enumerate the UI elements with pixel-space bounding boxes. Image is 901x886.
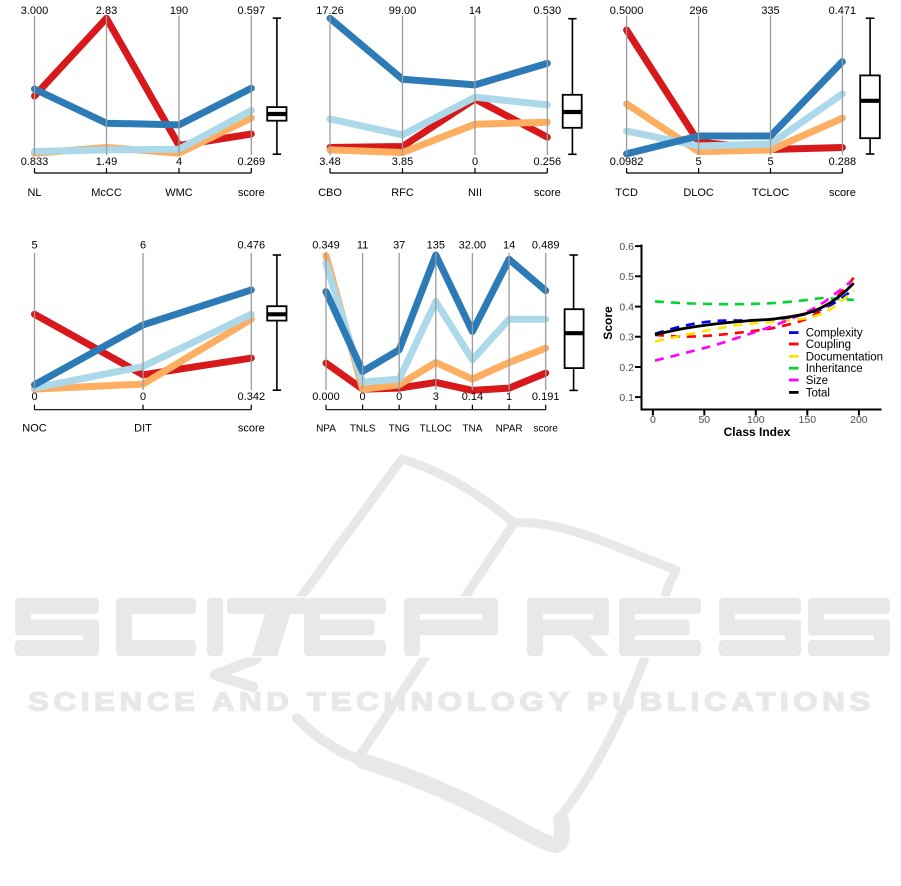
svg-text:0.342: 0.342 (238, 391, 266, 403)
svg-text:5: 5 (767, 156, 773, 168)
svg-text:0.14: 0.14 (462, 391, 483, 403)
svg-text:50: 50 (698, 414, 710, 426)
svg-text:0.288: 0.288 (829, 156, 857, 168)
svg-text:WMC: WMC (165, 187, 193, 199)
svg-text:0: 0 (650, 414, 656, 426)
svg-text:0: 0 (31, 391, 37, 403)
svg-text:TCD: TCD (615, 187, 638, 199)
svg-text:Complexity: Complexity (806, 328, 863, 340)
svg-text:Size: Size (806, 375, 828, 387)
svg-text:score: score (238, 187, 265, 199)
svg-text:DLOC: DLOC (683, 187, 714, 199)
svg-text:6: 6 (140, 240, 146, 252)
svg-text:Inheritance: Inheritance (806, 363, 863, 375)
svg-text:3.48: 3.48 (319, 156, 340, 168)
svg-text:score: score (238, 423, 265, 435)
svg-text:score: score (829, 187, 856, 199)
svg-text:0.269: 0.269 (238, 156, 266, 168)
svg-text:0.191: 0.191 (532, 391, 560, 403)
svg-text:NPAR: NPAR (496, 424, 523, 435)
svg-text:DIT: DIT (134, 423, 152, 435)
svg-text:3: 3 (433, 391, 439, 403)
svg-text:0.833: 0.833 (21, 156, 49, 168)
svg-text:0.476: 0.476 (238, 240, 266, 252)
svg-text:14: 14 (469, 5, 481, 17)
svg-text:0.489: 0.489 (532, 240, 560, 252)
svg-text:score: score (533, 424, 558, 435)
svg-text:0: 0 (140, 391, 146, 403)
svg-text:296: 296 (689, 5, 707, 17)
svg-text:99.00: 99.00 (389, 5, 417, 17)
svg-text:TCLOC: TCLOC (752, 187, 789, 199)
svg-text:0.597: 0.597 (238, 5, 266, 17)
svg-text:TNLS: TNLS (350, 424, 376, 435)
svg-text:0: 0 (360, 391, 366, 403)
svg-text:0: 0 (396, 391, 402, 403)
svg-text:1: 1 (506, 391, 512, 403)
svg-text:5: 5 (31, 240, 37, 252)
svg-text:190: 190 (170, 5, 188, 17)
svg-text:135: 135 (427, 240, 445, 252)
svg-text:score: score (534, 187, 561, 199)
svg-text:NPA: NPA (316, 424, 336, 435)
svg-text:RFC: RFC (391, 187, 414, 199)
svg-text:0.6: 0.6 (619, 241, 634, 253)
svg-text:14: 14 (503, 240, 515, 252)
svg-text:TLLOC: TLLOC (420, 424, 452, 435)
svg-text:CBO: CBO (318, 187, 342, 199)
svg-text:NII: NII (468, 187, 482, 199)
svg-text:McCC: McCC (91, 187, 122, 199)
svg-text:0.530: 0.530 (534, 5, 562, 17)
svg-text:3.000: 3.000 (21, 5, 49, 17)
svg-text:0.471: 0.471 (829, 5, 857, 17)
svg-text:TNA: TNA (462, 424, 482, 435)
svg-text:Class Index: Class Index (724, 425, 791, 439)
svg-text:37: 37 (393, 240, 405, 252)
svg-text:32.00: 32.00 (459, 240, 487, 252)
svg-text:Score: Score (601, 306, 615, 340)
svg-text:Documentation: Documentation (806, 351, 883, 363)
svg-text:335: 335 (761, 5, 779, 17)
svg-text:17.26: 17.26 (316, 5, 344, 17)
svg-text:2.83: 2.83 (96, 5, 117, 17)
svg-text:Total: Total (806, 387, 830, 399)
svg-text:0.1: 0.1 (619, 392, 634, 404)
svg-text:Coupling: Coupling (806, 339, 851, 351)
svg-text:0.5: 0.5 (619, 271, 634, 283)
svg-text:0.349: 0.349 (312, 240, 340, 252)
svg-text:TNG: TNG (389, 424, 410, 435)
svg-text:150: 150 (799, 414, 817, 426)
svg-text:100: 100 (747, 414, 765, 426)
svg-text:11: 11 (357, 240, 368, 252)
svg-text:1.49: 1.49 (96, 156, 117, 168)
svg-text:0.3: 0.3 (619, 332, 634, 344)
svg-text:200: 200 (850, 414, 868, 426)
svg-text:0: 0 (472, 156, 478, 168)
svg-text:NL: NL (27, 187, 41, 199)
svg-text:0.5000: 0.5000 (610, 5, 644, 17)
svg-text:4: 4 (176, 156, 182, 168)
svg-text:0.0982: 0.0982 (610, 156, 644, 168)
svg-text:0.2: 0.2 (619, 362, 634, 374)
svg-text:SCIENCE AND TECHNOLOGY PUBLICA: SCIENCE AND TECHNOLOGY PUBLICATIONS (28, 687, 875, 717)
svg-text:0.4: 0.4 (619, 301, 634, 313)
svg-text:NOC: NOC (22, 423, 47, 435)
svg-text:0.256: 0.256 (534, 156, 562, 168)
svg-text:3.85: 3.85 (392, 156, 413, 168)
svg-text:0.000: 0.000 (312, 391, 340, 403)
svg-text:5: 5 (696, 156, 702, 168)
